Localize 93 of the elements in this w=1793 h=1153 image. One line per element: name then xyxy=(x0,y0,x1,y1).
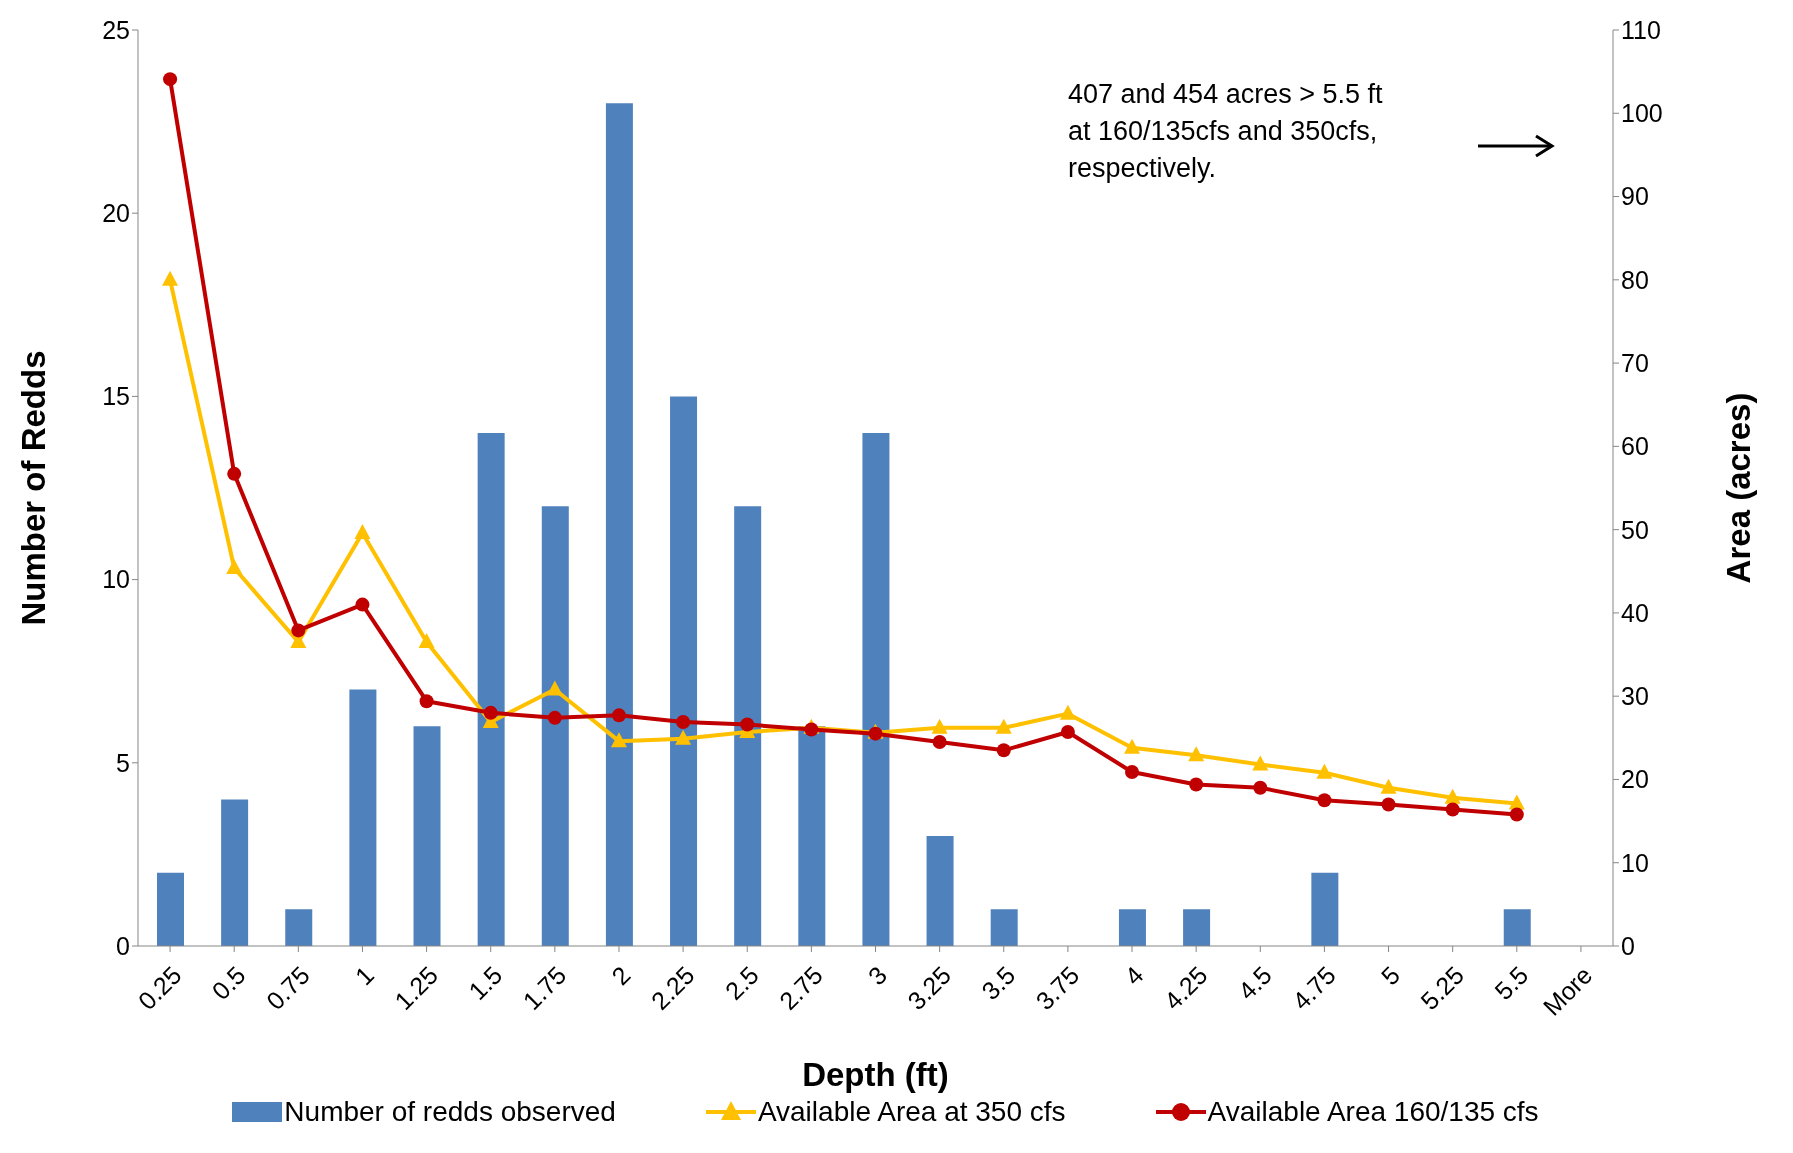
bar xyxy=(990,909,1018,946)
bar xyxy=(285,909,313,946)
annotation: 407 and 454 acres > 5.5 ft at 160/135cfs and 350cfs, respectively. xyxy=(1068,78,1383,185)
bar xyxy=(926,836,954,946)
y2-tick-label: 50 xyxy=(1621,515,1649,544)
point xyxy=(1125,764,1140,779)
y-tick-label: 20 xyxy=(102,199,130,228)
point xyxy=(418,633,435,649)
bar xyxy=(157,872,184,946)
point xyxy=(546,680,563,696)
point xyxy=(1060,724,1075,739)
x-tick-label: 5.5 xyxy=(1488,960,1534,1006)
x-tick-label: 2 xyxy=(605,960,636,991)
bar xyxy=(1311,872,1339,946)
point xyxy=(1124,738,1141,754)
point xyxy=(1444,788,1461,804)
point xyxy=(1252,755,1269,771)
legend-label: Available Area 160/135 cfs xyxy=(1207,1096,1539,1128)
bar xyxy=(605,103,633,946)
point xyxy=(932,734,947,749)
bar xyxy=(1183,909,1211,946)
x-tick-label: 5 xyxy=(1375,960,1406,991)
x-tick-label: 4.25 xyxy=(1158,960,1213,1015)
bar xyxy=(413,726,441,946)
point xyxy=(996,743,1011,758)
point xyxy=(675,729,692,745)
point xyxy=(1253,780,1268,795)
point xyxy=(1509,807,1524,822)
y-tick-label: 0 xyxy=(116,931,130,960)
bar xyxy=(670,396,698,946)
y2-tick-label: 100 xyxy=(1621,99,1663,128)
y-tick-label: 5 xyxy=(116,748,130,777)
y2-tick-label: 70 xyxy=(1621,348,1649,377)
y2-tick-label: 60 xyxy=(1621,432,1649,461)
bar xyxy=(221,799,249,946)
point xyxy=(1189,777,1204,792)
point xyxy=(354,523,371,539)
point xyxy=(1445,802,1460,817)
point xyxy=(610,732,627,748)
bar xyxy=(349,689,377,946)
point xyxy=(1317,793,1332,808)
point xyxy=(355,597,370,612)
y-tick-label: 15 xyxy=(102,382,130,411)
point xyxy=(1059,704,1076,720)
x-tick-label: 4.75 xyxy=(1286,960,1341,1015)
point xyxy=(1316,763,1333,779)
y2-tick-label: 30 xyxy=(1621,682,1649,711)
bar xyxy=(734,506,762,946)
x-tick-label: 1 xyxy=(349,960,380,991)
bar xyxy=(1118,909,1146,946)
x-tick-label: 1.5 xyxy=(462,960,508,1006)
point xyxy=(804,722,819,737)
y2-tick-label: 110 xyxy=(1621,15,1661,44)
bar xyxy=(541,506,569,946)
y2-tick-label: 90 xyxy=(1621,182,1649,211)
point xyxy=(676,715,691,729)
point xyxy=(1380,778,1397,794)
y2-tick-label: 80 xyxy=(1621,265,1649,294)
y2-axis-title: Area (acres) xyxy=(1719,392,1757,584)
y2-tick-label: 40 xyxy=(1621,598,1649,627)
x-tick-label: 0.5 xyxy=(206,960,251,1006)
point xyxy=(226,558,243,574)
bar xyxy=(862,433,890,946)
point xyxy=(162,270,179,286)
x-tick-label: 4 xyxy=(1118,960,1149,991)
legend-label: Available Area at 350 cfs xyxy=(757,1096,1066,1128)
bar xyxy=(798,726,826,946)
bar xyxy=(1503,909,1531,946)
x-tick-label: 3 xyxy=(862,960,893,991)
y-axis-title: Number of Redds xyxy=(14,350,52,626)
point xyxy=(740,717,755,732)
point xyxy=(291,623,306,638)
y-tick-label: 25 xyxy=(102,15,130,44)
point xyxy=(611,708,626,723)
x-tick-label: 3.5 xyxy=(975,960,1021,1006)
point xyxy=(547,710,562,725)
y2-tick-label: 0 xyxy=(1621,931,1635,960)
point xyxy=(1381,797,1396,812)
point xyxy=(227,466,242,481)
point xyxy=(483,705,498,720)
point xyxy=(1188,746,1205,762)
point xyxy=(995,718,1012,734)
y2-tick-label: 20 xyxy=(1621,765,1649,794)
legend-label: Number of redds observed xyxy=(284,1096,616,1128)
bar xyxy=(477,433,505,946)
point xyxy=(163,72,178,87)
x-tick-label: 4.5 xyxy=(1232,960,1277,1006)
y-tick-label: 10 xyxy=(102,565,130,594)
x-tick-label: 2.5 xyxy=(719,960,764,1006)
point xyxy=(419,694,434,709)
point xyxy=(931,718,948,734)
y2-tick-label: 10 xyxy=(1621,848,1649,877)
x-axis-title: Depth (ft) xyxy=(802,1056,949,1093)
